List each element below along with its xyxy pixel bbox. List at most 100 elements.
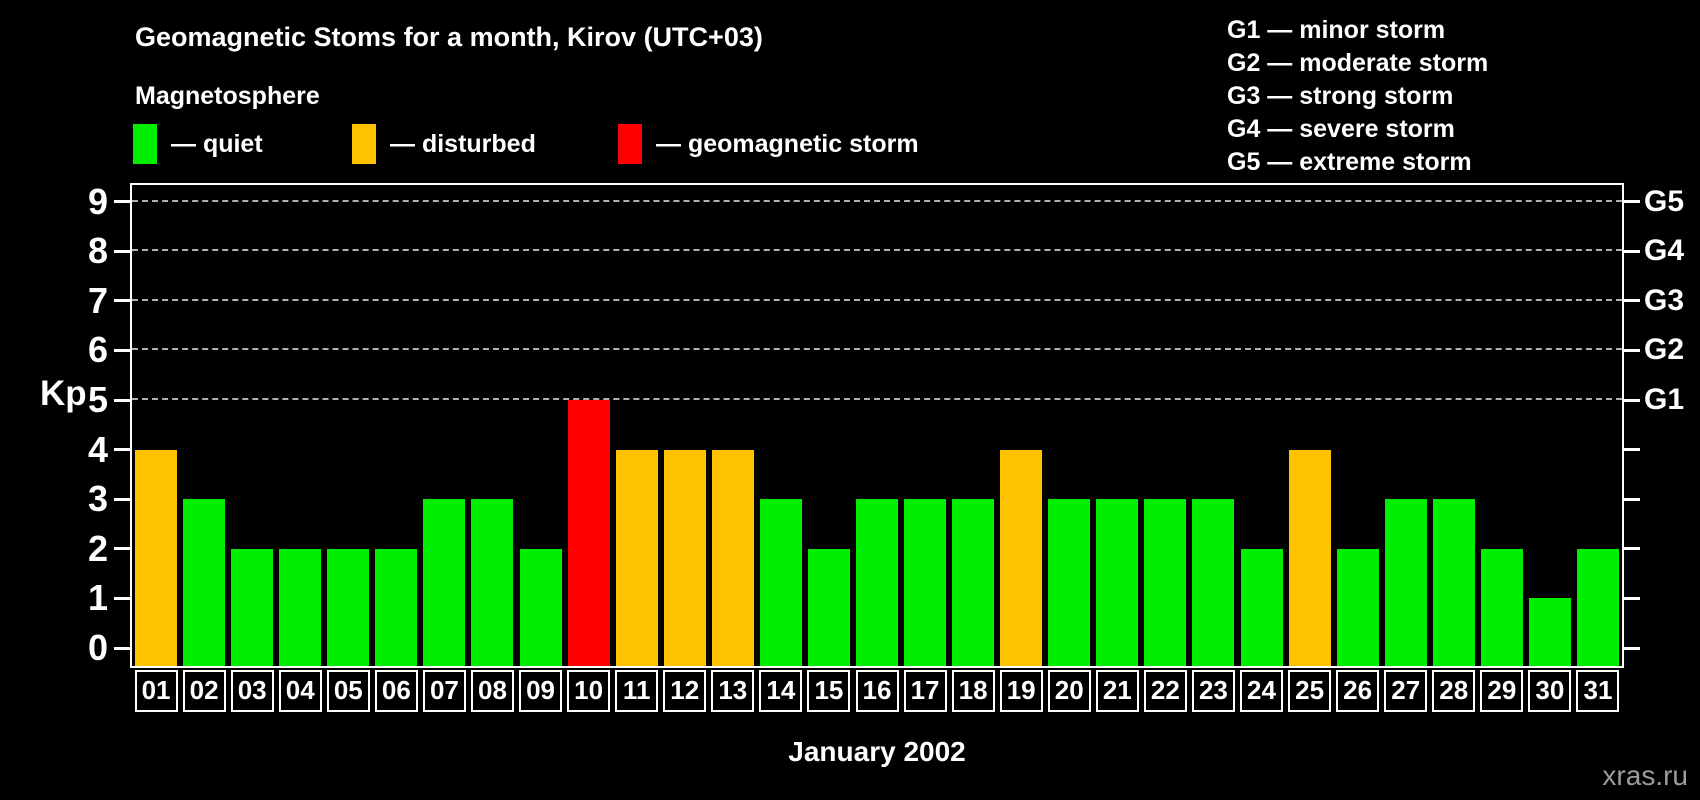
- day-label-13: 13: [711, 670, 755, 712]
- bar-day-20: [1048, 499, 1091, 666]
- y-tick-label-4: 4: [87, 428, 108, 470]
- day-label-21: 21: [1095, 670, 1139, 712]
- y-tick-left-0: [114, 646, 130, 650]
- bar-day-12: [663, 449, 706, 666]
- bar-day-27: [1384, 499, 1427, 666]
- y-tick-left-7: [114, 299, 130, 303]
- day-label-24: 24: [1240, 670, 1284, 712]
- legend-item-storm: — geomagnetic storm: [618, 124, 919, 164]
- y-tick-label-9: 9: [87, 180, 108, 222]
- bar-day-06: [375, 548, 418, 666]
- y-tick-right-7: [1624, 299, 1640, 303]
- x-axis-label: January 2002: [788, 736, 966, 767]
- y-tick-right-5: [1624, 398, 1640, 402]
- right-axis-label-g3: G3: [1644, 283, 1685, 317]
- day-label-01: 01: [134, 670, 178, 712]
- storm-color-swatch: [618, 124, 642, 164]
- y-tick-right-0: [1624, 646, 1640, 650]
- quiet-color-swatch: [133, 124, 157, 164]
- plot-area: 0 1 2 3 4 5 6 7 8 9 G1 G2 G3 G4 G5 01 02 03 04 05 06 07 08 09 10…: [88, 181, 1684, 712]
- day-label-02: 02: [182, 670, 226, 712]
- gridline-kp6: [132, 348, 1622, 351]
- bar-day-19: [1000, 449, 1043, 666]
- day-label-05: 05: [326, 670, 370, 712]
- storm-scale-g1: G1 — minor storm: [1227, 16, 1446, 44]
- bar-day-09: [519, 548, 562, 666]
- day-label-22: 22: [1143, 670, 1187, 712]
- watermark: xras.ru: [1602, 760, 1688, 791]
- y-tick-left-5: [114, 398, 130, 402]
- y-tick-left-9: [114, 200, 130, 204]
- magnetosphere-legend-heading: Magnetosphere: [135, 82, 320, 110]
- day-label-09: 09: [519, 670, 563, 712]
- y-tick-right-6: [1624, 348, 1640, 352]
- y-tick-right-1: [1624, 596, 1640, 600]
- gridline-kp7: [132, 298, 1622, 301]
- legend-item-disturbed: — disturbed: [352, 124, 536, 164]
- bar-day-01: [135, 449, 178, 666]
- day-label-28: 28: [1432, 670, 1476, 712]
- day-label-10: 10: [567, 670, 611, 712]
- bar-day-02: [183, 499, 226, 666]
- legend-item-label: — quiet: [171, 129, 263, 158]
- day-label-12: 12: [663, 670, 707, 712]
- y-tick-left-6: [114, 348, 130, 352]
- right-axis-label-g5: G5: [1644, 184, 1685, 218]
- day-label-15: 15: [807, 670, 851, 712]
- bar-day-18: [952, 499, 995, 666]
- gridline-kp8: [132, 249, 1622, 252]
- bar-day-30: [1528, 598, 1571, 666]
- bar-day-29: [1480, 548, 1523, 666]
- day-label-31: 31: [1576, 670, 1620, 712]
- bar-day-23: [1192, 499, 1235, 666]
- bar-day-26: [1336, 548, 1379, 666]
- bar-day-25: [1288, 449, 1331, 666]
- day-label-30: 30: [1528, 670, 1572, 712]
- y-tick-right-4: [1624, 448, 1640, 452]
- day-label-25: 25: [1288, 670, 1332, 712]
- gridline-kp5: [132, 398, 1622, 400]
- y-tick-left-3: [114, 497, 130, 501]
- day-label-19: 19: [999, 670, 1043, 712]
- day-label-18: 18: [951, 670, 995, 712]
- bar-day-31: [1576, 548, 1619, 666]
- bar-day-07: [423, 499, 466, 666]
- day-label-20: 20: [1047, 670, 1091, 712]
- bar-day-14: [759, 499, 802, 666]
- y-axis-label: Kp: [40, 374, 87, 413]
- y-tick-right-8: [1624, 249, 1640, 253]
- y-tick-label-0: 0: [87, 627, 108, 668]
- day-label-14: 14: [759, 670, 803, 712]
- right-axis-label-g2: G2: [1644, 333, 1685, 367]
- y-tick-right-2: [1624, 547, 1640, 551]
- y-tick-label-6: 6: [87, 329, 108, 371]
- day-label-08: 08: [470, 670, 514, 712]
- y-tick-left-2: [114, 547, 130, 551]
- bar-day-16: [856, 499, 898, 666]
- day-label-16: 16: [855, 670, 899, 712]
- bar-day-10: [567, 400, 610, 666]
- chart-title: Geomagnetic Stoms for a month, Kirov (UT…: [135, 22, 763, 52]
- day-label-17: 17: [903, 670, 947, 712]
- gridline-kp9: [132, 199, 1622, 202]
- bar-day-22: [1144, 499, 1187, 666]
- y-tick-label-7: 7: [87, 279, 108, 321]
- storm-scale-g5: G5 — extreme storm: [1227, 148, 1472, 176]
- day-label-06: 06: [374, 670, 418, 712]
- bar-day-11: [615, 449, 658, 666]
- y-tick-right-3: [1624, 497, 1640, 501]
- day-label-11: 11: [615, 670, 659, 712]
- bar-day-03: [231, 548, 274, 666]
- y-tick-label-1: 1: [87, 577, 108, 619]
- bar-day-13: [711, 449, 754, 666]
- legend-item-label: — geomagnetic storm: [656, 129, 919, 158]
- day-label-03: 03: [230, 670, 274, 712]
- y-tick-left-8: [114, 249, 130, 253]
- bar-day-05: [327, 548, 370, 666]
- y-tick-label-2: 2: [87, 527, 108, 569]
- day-label-04: 04: [278, 670, 322, 712]
- y-tick-right-9: [1624, 200, 1640, 204]
- legend-item-label: — disturbed: [390, 129, 536, 158]
- bar-day-24: [1240, 548, 1283, 666]
- storm-scale-legend: G1 — minor storm G2 — moderate storm G3 …: [1227, 14, 1488, 179]
